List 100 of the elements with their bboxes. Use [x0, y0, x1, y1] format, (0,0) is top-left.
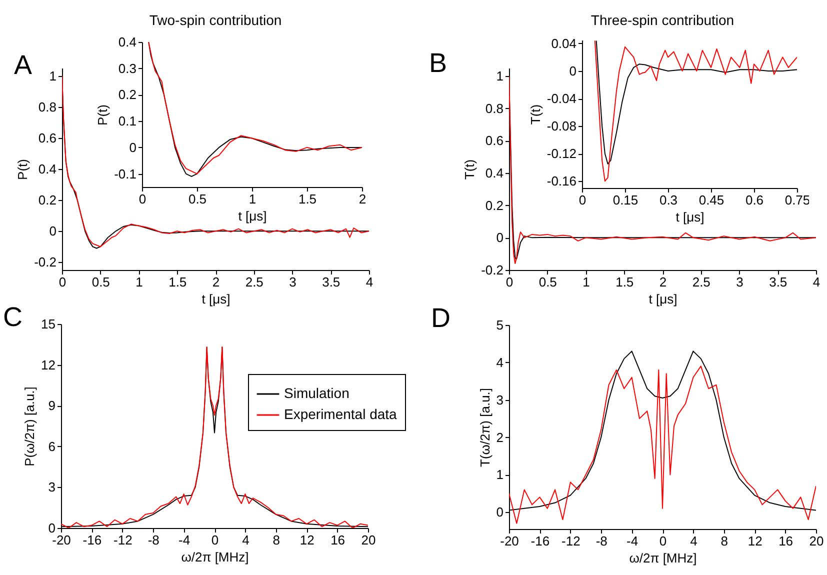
- y-tick-label: -0.16: [546, 174, 576, 189]
- y-tick-label: -0.04: [546, 91, 576, 106]
- y-tick-label: 0.2: [485, 198, 504, 213]
- x-tick-label: 4: [242, 532, 250, 548]
- x-tick-label: 2: [212, 274, 220, 290]
- y-tick-label: 0: [49, 224, 56, 239]
- text: A: [14, 50, 32, 81]
- x-axis-title: t [μs]: [238, 208, 267, 224]
- y-tick-label: 0: [496, 230, 504, 246]
- x-tick-label: -16: [82, 532, 102, 548]
- x-tick-label: 0.15: [612, 192, 638, 208]
- y-tick-label: 0: [569, 63, 576, 78]
- text: C: [3, 302, 22, 333]
- x-tick-label: 8: [272, 532, 280, 548]
- x-tick-label: 0: [211, 532, 219, 548]
- y-tick-label: 0.2: [118, 87, 136, 102]
- y-tick-label: 2: [496, 430, 504, 445]
- y-tick-label: 0.8: [485, 100, 504, 116]
- x-tick-label: 0.6: [745, 192, 764, 208]
- y-tick-label: -0.08: [546, 118, 576, 134]
- y-axis-title: T(t): [462, 159, 478, 180]
- y-tick-label: 0.2: [38, 192, 56, 208]
- legend-label: Experimental data: [284, 406, 398, 422]
- y-tick-label: 0.4: [485, 166, 504, 181]
- y-tick-label: 15: [41, 316, 56, 332]
- x-tick-label: 0: [58, 274, 66, 290]
- y-tick-label: 0.8: [38, 99, 56, 114]
- y-axis-title: P(ω/2π) [a.u.]: [22, 386, 38, 466]
- x-tick-label: 0.5: [188, 192, 207, 206]
- x-tick-label: 4: [690, 534, 698, 548]
- y-tick-label: 4: [496, 354, 504, 370]
- y-tick-label: -0.2: [34, 254, 56, 270]
- y-tick-label: -0.1: [114, 166, 136, 182]
- text: B: [429, 48, 448, 79]
- y-tick-label: 0: [496, 504, 504, 520]
- x-tick-label: 8: [720, 534, 728, 548]
- text: D: [431, 303, 450, 334]
- y-tick-label: 3: [496, 392, 504, 408]
- x-tick-label: 1.5: [168, 274, 187, 290]
- x-tick-label: -8: [596, 534, 608, 548]
- y-tick-label: 9: [48, 398, 56, 414]
- y-tick-label: 5: [496, 318, 504, 332]
- x-axis-title: ω/2π [MHz]: [629, 550, 697, 566]
- y-axis-title: P(t): [15, 159, 30, 180]
- y-tick-label: -0.2: [481, 262, 504, 278]
- y-tick-label: 0.1: [118, 114, 136, 129]
- y-tick-label: 0.04: [551, 36, 576, 51]
- chart-title: Three-spin contribution: [590, 12, 734, 28]
- y-tick-label: 1: [496, 467, 504, 482]
- y-tick-label: 6: [48, 438, 56, 454]
- x-tick-label: 12: [748, 534, 762, 548]
- x-tick-label: -12: [562, 534, 580, 548]
- x-tick-label: 0: [578, 192, 586, 208]
- x-tick-label: 2.5: [692, 274, 710, 290]
- y-axis-title: T(ω/2π) [a.u.]: [477, 388, 492, 468]
- y-tick-label: 1: [49, 68, 56, 84]
- x-tick-label: 16: [778, 534, 794, 548]
- x-tick-label: -16: [530, 534, 550, 548]
- y-tick-label: 3: [48, 480, 56, 495]
- x-tick-label: 16: [330, 532, 346, 548]
- x-tick-label: -20: [52, 532, 71, 548]
- x-tick-label: 20: [809, 534, 824, 548]
- x-tick-label: 2.5: [245, 274, 264, 290]
- y-axis-title: P(t): [95, 104, 110, 126]
- y-tick-label: 0.6: [38, 130, 56, 146]
- legend-label: Simulation: [284, 385, 350, 401]
- x-tick-label: 0.5: [92, 274, 110, 290]
- x-tick-label: -20: [500, 534, 519, 548]
- x-tick-label: 1.5: [298, 192, 317, 206]
- x-tick-label: -4: [178, 532, 190, 548]
- x-tick-label: 3: [289, 274, 296, 290]
- x-axis-title: ω/2π [MHz]: [181, 550, 249, 564]
- x-tick-label: 3.5: [769, 274, 788, 290]
- y-tick-label: -0.12: [546, 146, 576, 162]
- chart-title: Two-spin contribution: [149, 12, 282, 28]
- x-tick-label: 0.3: [659, 192, 678, 208]
- y-tick-label: 0.6: [485, 133, 504, 148]
- x-tick-label: 3.5: [322, 274, 340, 290]
- x-tick-label: 0: [659, 534, 667, 548]
- x-tick-label: 12: [300, 532, 314, 548]
- line-series: [509, 366, 816, 524]
- x-tick-label: 2: [659, 274, 667, 290]
- x-tick-label: 1: [248, 192, 256, 206]
- x-tick-label: -4: [626, 534, 638, 548]
- x-tick-label: 3: [736, 274, 744, 290]
- x-tick-label: 1.5: [616, 274, 634, 290]
- y-tick-label: 0.3: [118, 60, 136, 76]
- y-tick-label: 0.4: [38, 162, 56, 176]
- x-axis-title: t [μs]: [648, 292, 678, 306]
- x-axis-title: t [μs]: [676, 210, 704, 224]
- x-axis-title: t [μs]: [202, 292, 230, 306]
- x-tick-label: 4: [812, 274, 820, 290]
- y-tick-label: 0.4: [118, 34, 136, 50]
- x-tick-label: 0.45: [698, 192, 724, 208]
- x-tick-label: -8: [148, 532, 160, 548]
- x-tick-label: 2: [358, 192, 366, 206]
- x-tick-label: 20: [361, 532, 376, 548]
- y-axis-title: T(t): [528, 104, 543, 125]
- x-tick-label: 4: [366, 274, 374, 290]
- y-tick-label: 0: [48, 520, 56, 536]
